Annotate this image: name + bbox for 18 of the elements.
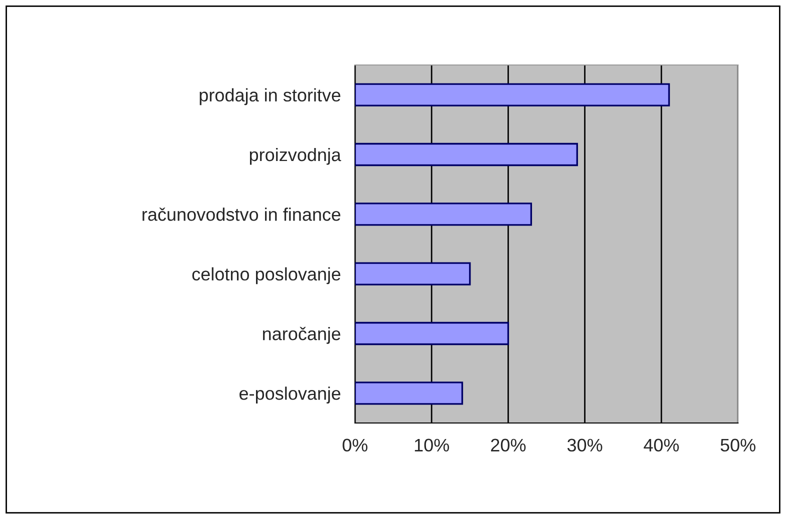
x-tick-label: 40% xyxy=(644,438,679,452)
bar xyxy=(355,322,510,346)
x-tick-label: 0% xyxy=(342,438,368,452)
bar xyxy=(355,142,578,166)
y-tick-label: e-poslovanje xyxy=(240,386,340,404)
x-tick-label: 50% xyxy=(720,438,756,452)
bar xyxy=(355,382,464,405)
bar xyxy=(355,83,670,106)
bar xyxy=(355,262,471,286)
y-tick-label: proizvodnja xyxy=(250,148,342,165)
x-tick-label: 10% xyxy=(414,438,450,452)
bar xyxy=(355,202,532,226)
x-tick-label: 30% xyxy=(567,438,602,452)
y-tick-label: celotno poslovanje xyxy=(192,267,340,284)
x-tick-label: 20% xyxy=(491,438,526,452)
y-tick-label: naročanje xyxy=(263,326,340,344)
y-tick-label: prodaja in storitve xyxy=(200,88,340,106)
y-tick-label: računovodstvo in finance xyxy=(142,208,340,221)
